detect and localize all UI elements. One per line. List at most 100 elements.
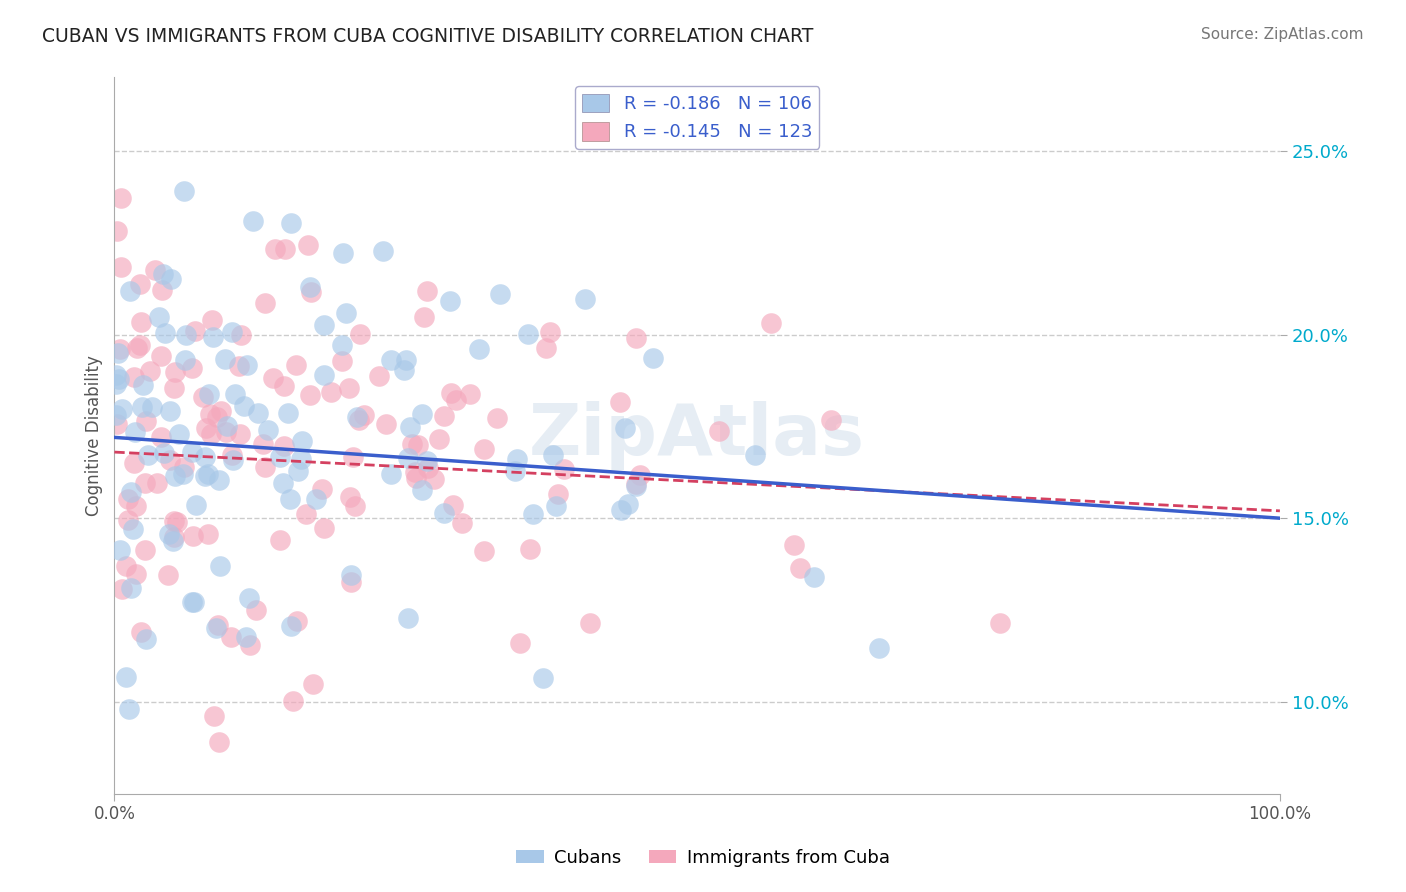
Point bbox=[394, 363, 416, 377]
Point bbox=[122, 370, 145, 384]
Point bbox=[503, 464, 526, 478]
Point bbox=[214, 425, 236, 439]
Point bbox=[411, 483, 433, 497]
Point bbox=[446, 392, 468, 407]
Point bbox=[152, 267, 174, 281]
Point bbox=[321, 384, 343, 399]
Point bbox=[312, 368, 335, 382]
Point bbox=[519, 542, 541, 557]
Point bbox=[207, 735, 229, 749]
Point bbox=[200, 427, 222, 442]
Point bbox=[404, 465, 426, 479]
Point bbox=[257, 423, 280, 437]
Point bbox=[273, 439, 295, 453]
Point bbox=[624, 478, 647, 492]
Point bbox=[125, 566, 148, 581]
Point bbox=[868, 641, 890, 656]
Point bbox=[433, 506, 456, 520]
Point bbox=[129, 337, 152, 351]
Point bbox=[541, 448, 564, 462]
Point bbox=[405, 471, 427, 485]
Point bbox=[157, 527, 180, 541]
Point bbox=[531, 671, 554, 685]
Point bbox=[129, 625, 152, 640]
Point bbox=[401, 437, 423, 451]
Point bbox=[509, 636, 531, 650]
Point bbox=[458, 386, 481, 401]
Point bbox=[803, 570, 825, 584]
Point bbox=[371, 244, 394, 258]
Point bbox=[264, 242, 287, 256]
Point bbox=[347, 413, 370, 427]
Point bbox=[486, 410, 509, 425]
Point bbox=[783, 538, 806, 552]
Point bbox=[624, 331, 647, 345]
Point bbox=[613, 421, 636, 435]
Point bbox=[197, 526, 219, 541]
Point bbox=[104, 368, 127, 382]
Point bbox=[141, 400, 163, 414]
Point bbox=[759, 316, 782, 330]
Point bbox=[118, 285, 141, 299]
Point bbox=[162, 533, 184, 548]
Point bbox=[294, 507, 316, 521]
Point bbox=[416, 453, 439, 467]
Point bbox=[120, 581, 142, 595]
Point bbox=[517, 326, 540, 341]
Point bbox=[163, 469, 186, 483]
Point bbox=[433, 409, 456, 423]
Point bbox=[104, 409, 127, 423]
Point bbox=[335, 306, 357, 320]
Point bbox=[408, 438, 430, 452]
Point bbox=[277, 406, 299, 420]
Point bbox=[209, 404, 232, 418]
Point bbox=[262, 371, 284, 385]
Point bbox=[553, 462, 575, 476]
Point bbox=[125, 499, 148, 513]
Point bbox=[193, 390, 215, 404]
Point bbox=[135, 414, 157, 428]
Point bbox=[287, 464, 309, 478]
Point bbox=[228, 359, 250, 373]
Point bbox=[111, 582, 134, 596]
Point bbox=[149, 349, 172, 363]
Point bbox=[273, 379, 295, 393]
Point bbox=[339, 490, 361, 504]
Point bbox=[440, 385, 463, 400]
Point bbox=[709, 424, 731, 438]
Point bbox=[129, 315, 152, 329]
Point bbox=[108, 372, 131, 386]
Point bbox=[242, 214, 264, 228]
Point bbox=[339, 574, 361, 589]
Point bbox=[312, 521, 335, 535]
Point bbox=[297, 237, 319, 252]
Point bbox=[789, 561, 811, 575]
Point bbox=[107, 345, 129, 359]
Point bbox=[579, 616, 602, 631]
Point bbox=[205, 409, 228, 424]
Point bbox=[305, 492, 328, 507]
Point bbox=[105, 417, 128, 431]
Point bbox=[198, 386, 221, 401]
Point bbox=[152, 446, 174, 460]
Point bbox=[159, 404, 181, 418]
Point bbox=[127, 341, 149, 355]
Point bbox=[287, 614, 309, 628]
Point bbox=[173, 460, 195, 475]
Point bbox=[181, 529, 204, 543]
Point bbox=[239, 638, 262, 652]
Y-axis label: Cognitive Disability: Cognitive Disability bbox=[86, 355, 103, 516]
Point bbox=[429, 432, 451, 446]
Point bbox=[160, 271, 183, 285]
Point bbox=[214, 351, 236, 366]
Point bbox=[104, 376, 127, 391]
Point bbox=[274, 242, 297, 256]
Point bbox=[228, 426, 250, 441]
Point bbox=[120, 485, 142, 500]
Point bbox=[155, 326, 177, 340]
Point bbox=[238, 591, 260, 605]
Point bbox=[150, 283, 173, 297]
Point bbox=[271, 475, 294, 490]
Point bbox=[574, 292, 596, 306]
Point bbox=[246, 406, 269, 420]
